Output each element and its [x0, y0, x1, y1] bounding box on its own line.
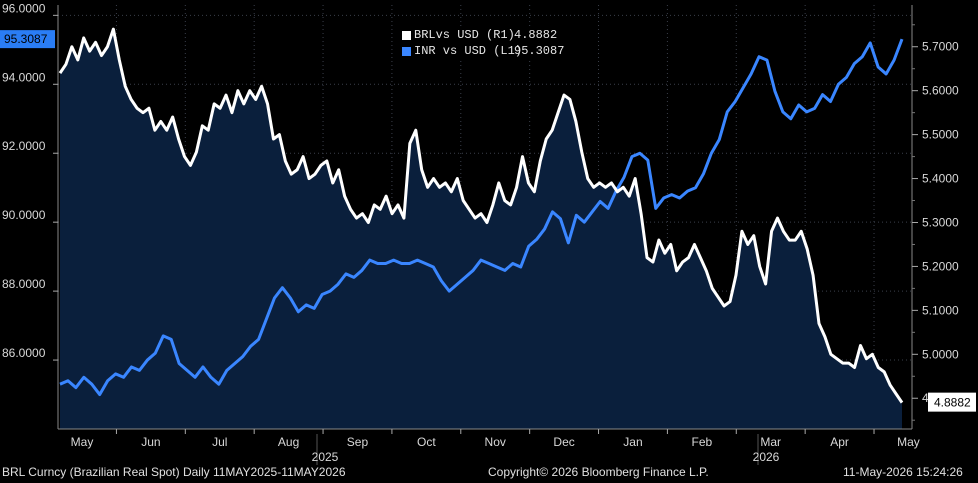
legend-swatch-inr: [402, 46, 411, 56]
brl-last-value-tag: [928, 392, 976, 412]
x-tick-label: May: [897, 435, 920, 449]
value-tags: 4.8882 95.3087: [0, 30, 976, 412]
legend-value-brl: 4.8882: [514, 28, 558, 42]
x-tick-label: Jun: [141, 435, 160, 449]
inr-last-value-text: 95.3087: [4, 32, 48, 46]
left-tick-label: 88.0000: [2, 277, 46, 291]
legend-item-inr: INR vs USD (L1) 95.3087: [402, 43, 574, 59]
x-tick-label: Jan: [623, 435, 642, 449]
legend-swatch-brl: [402, 30, 411, 40]
year-label-2: 2026: [753, 450, 780, 464]
brl-last-value-text: 4.8882: [934, 396, 971, 410]
legend: BRLvs USD (R1) 4.8882 INR vs USD (L1) 95…: [398, 26, 578, 60]
x-tick-label: May: [71, 435, 94, 449]
x-tick-label: Oct: [417, 435, 436, 449]
right-tick-label: 5.3000: [922, 215, 959, 229]
right-tick-label: 5.7000: [922, 40, 959, 54]
right-tick-label: 5.2000: [922, 259, 959, 273]
x-tick-label: Sep: [347, 435, 369, 449]
inr-last-value-tag: [0, 30, 55, 49]
legend-label-brl: BRLvs USD (R1): [414, 28, 515, 42]
left-tick-label: 90.0000: [2, 208, 46, 222]
right-tick-label: 5.4000: [922, 172, 959, 186]
price-chart: 86.0000 88.0000 90.0000 92.0000 94.0000 96.00…: [0, 1, 976, 465]
legend-label-inr: INR vs USD (L1): [414, 44, 523, 58]
x-tick-label: Feb: [691, 435, 712, 449]
year-label-1: 2025: [312, 450, 339, 464]
inr-series-line: [59, 38, 904, 397]
x-tick-label: Apr: [830, 435, 849, 449]
right-tick-label: 5.5000: [922, 128, 959, 142]
left-tick-label: 86.0000: [2, 346, 46, 360]
right-tick-label: 5.0000: [922, 347, 959, 361]
left-tick-label: 92.0000: [2, 139, 46, 153]
x-tick-label: Dec: [553, 435, 574, 449]
right-tick-label: 5.6000: [922, 84, 959, 98]
left-tick-label: 94.0000: [2, 70, 46, 84]
legend-value-inr: 95.3087: [514, 44, 565, 58]
right-tick-label: 5.1000: [922, 303, 959, 317]
x-tick-label: Nov: [485, 435, 506, 449]
footer-timestamp: 11-May-2026 15:24:26: [843, 465, 963, 479]
x-tick-label: Mar: [760, 435, 781, 449]
footer-copyright: Copyright© 2026 Bloomberg Finance L.P.: [488, 465, 709, 479]
brl-series-line: [58, 27, 904, 404]
footer-ticker-info: BRL Curncy (Brazilian Real Spot) Daily 1…: [2, 465, 346, 479]
x-tick-label: Jul: [212, 435, 227, 449]
left-tick-label: 96.0000: [2, 1, 46, 15]
x-tick-label: Aug: [278, 435, 299, 449]
legend-item-brl: BRLvs USD (R1) 4.8882: [402, 27, 574, 43]
